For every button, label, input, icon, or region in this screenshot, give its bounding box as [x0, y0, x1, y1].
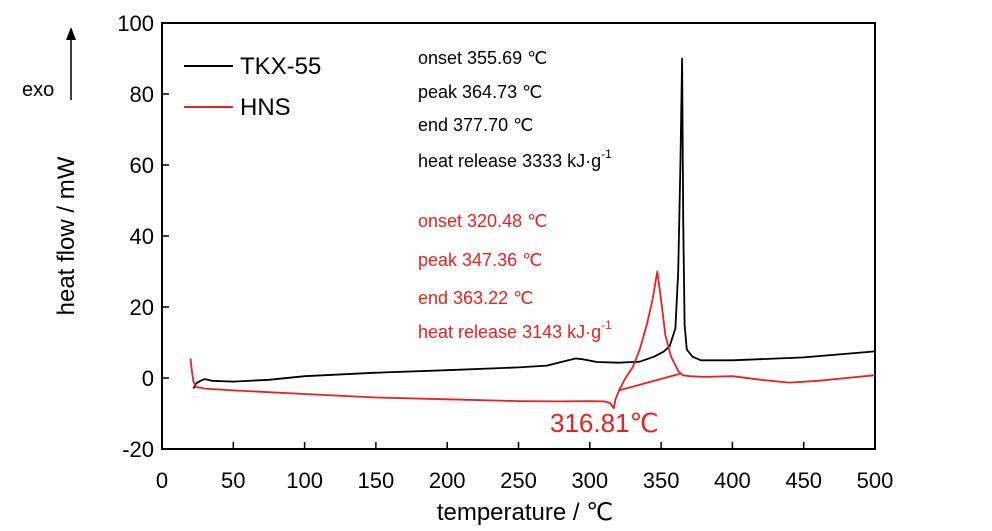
x-tick-label: 450	[785, 468, 822, 493]
annotation-hns-end: end 363.22 ℃	[418, 288, 533, 308]
annotation-hns-trough: 316.81℃	[550, 408, 659, 438]
annotation-hns-onset: onset 320.48 ℃	[418, 211, 547, 231]
x-tick-label: 250	[500, 468, 537, 493]
y-tick-label: -20	[122, 437, 154, 462]
x-tick-label: 100	[286, 468, 323, 493]
annotation-hns-peak: peak 347.36 ℃	[418, 250, 542, 270]
y-tick-label: 100	[117, 11, 154, 36]
x-tick-label: 0	[156, 468, 168, 493]
annotation-tkx-heat-release: heat release 3333 kJ·g-1	[418, 147, 612, 171]
annotation-tkx-peak: peak 364.73 ℃	[418, 82, 542, 102]
x-tick-label: 350	[643, 468, 680, 493]
series-layer	[189, 57, 876, 410]
series-line-hns-baseline	[618, 372, 681, 392]
annotation-hns-heat-release: heat release 3143 kJ·g-1	[418, 318, 612, 342]
legend: TKX-55 HNS	[184, 53, 321, 121]
x-tick-label: 500	[857, 468, 894, 493]
y-tick-label: 80	[130, 82, 154, 107]
series-line-tkx-55	[192, 57, 876, 390]
y-tick-label: 60	[130, 153, 154, 178]
x-tick-label: 200	[429, 468, 466, 493]
x-axis-title: temperature / ℃	[437, 499, 613, 526]
x-tick-label: 300	[571, 468, 608, 493]
legend-label-tkx55: TKX-55	[240, 53, 321, 80]
series-line-hns	[189, 270, 876, 410]
legend-label-hns: HNS	[240, 94, 291, 121]
y-axis-title: heat flow / mW	[53, 156, 80, 315]
y-tick-label: 40	[130, 224, 154, 249]
annotation-tkx-end: end 377.70 ℃	[418, 115, 533, 135]
x-axis-ticks: 0 50 100 150 200 250 300 350 400 450 500	[156, 442, 893, 493]
x-tick-label: 150	[358, 468, 395, 493]
exo-label: exo	[22, 79, 54, 101]
exo-arrow-icon	[66, 27, 76, 100]
annotation-tkx-onset: onset 355.69 ℃	[418, 48, 547, 68]
x-tick-label: 50	[221, 468, 245, 493]
y-tick-label: 20	[130, 295, 154, 320]
x-tick-label: 400	[714, 468, 751, 493]
y-axis-ticks: -20 0 20 40 60 80 100	[117, 11, 169, 462]
y-tick-label: 0	[142, 366, 154, 391]
